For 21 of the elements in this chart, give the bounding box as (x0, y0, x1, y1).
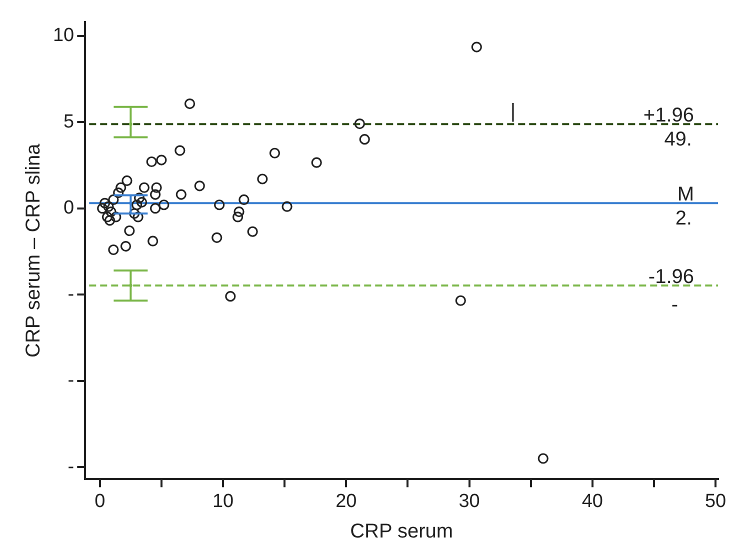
x-tick-label: 0 (94, 490, 106, 512)
x-tick-label: 50 (704, 490, 726, 512)
x-axis-title: CRP serum (350, 520, 454, 543)
y-tick-label: - (68, 370, 74, 392)
annotation: | (510, 100, 516, 123)
annotation: - (671, 294, 678, 316)
x-tick-label: 40 (582, 490, 603, 512)
y-tick-label: - (68, 284, 74, 305)
x-tick-label: 30 (458, 490, 480, 512)
y-axis-title: CRP serum – CRP slina (22, 142, 45, 358)
y-tick-label: 0 (64, 198, 74, 219)
annotation: -1.96 (648, 266, 694, 288)
annotation: M (677, 184, 694, 206)
annotation: 49. (664, 128, 692, 151)
annotation: +1.96 (643, 104, 694, 127)
y-tick-label: - (68, 456, 74, 478)
y-tick-label: 5 (64, 111, 74, 132)
x-tick-label: 10 (212, 490, 234, 512)
x-tick-label: 20 (336, 490, 357, 512)
annotation: 2. (675, 208, 692, 230)
y-tick-label: 10 (52, 25, 74, 46)
